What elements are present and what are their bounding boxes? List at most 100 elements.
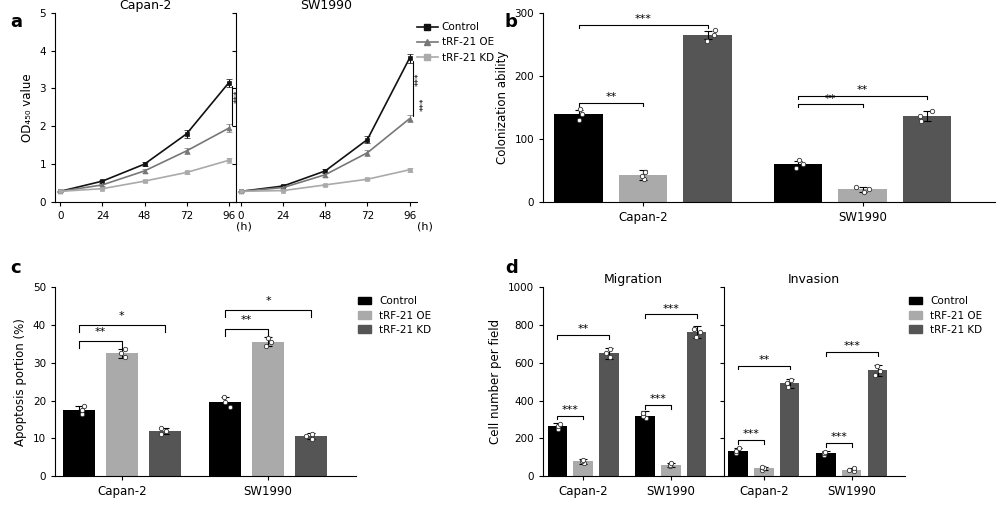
Point	[260, 334, 276, 342]
Point	[848, 183, 864, 191]
Text: **: **	[241, 315, 252, 325]
Title: Invasion: Invasion	[788, 273, 840, 286]
Point	[728, 446, 744, 455]
Point	[602, 353, 618, 361]
Bar	[149, 431, 181, 476]
Point	[795, 160, 811, 168]
Point	[76, 402, 92, 410]
Text: ***: ***	[843, 342, 860, 351]
Bar	[573, 461, 593, 476]
Point	[263, 338, 279, 346]
Y-axis label: Cell number per field: Cell number per field	[489, 319, 502, 444]
Text: ***: ***	[830, 432, 847, 442]
Point	[861, 185, 877, 194]
Text: d: d	[505, 259, 518, 276]
Point	[728, 449, 744, 457]
Bar	[728, 451, 748, 476]
Point	[153, 423, 169, 432]
Point	[872, 367, 888, 375]
Bar	[816, 454, 836, 476]
Title: SW1990: SW1990	[300, 0, 352, 12]
Text: ***: ***	[420, 98, 429, 111]
Point	[216, 393, 232, 401]
Point	[304, 430, 320, 438]
Bar	[295, 436, 327, 476]
Text: *: *	[119, 311, 125, 321]
Text: **: **	[758, 355, 769, 365]
Text: (h): (h)	[417, 222, 432, 231]
Point	[602, 346, 618, 354]
Point	[117, 353, 133, 361]
Point	[663, 459, 679, 467]
Point	[572, 104, 588, 113]
Point	[637, 167, 653, 176]
Point	[817, 447, 833, 456]
Point	[304, 435, 320, 443]
Point	[788, 164, 804, 172]
Y-axis label: Colonization ability: Colonization ability	[496, 51, 509, 164]
Point	[913, 117, 929, 125]
Text: (h): (h)	[236, 222, 252, 231]
Bar	[554, 114, 603, 202]
Point	[298, 432, 314, 440]
Bar	[868, 370, 887, 476]
Y-axis label: OD₄₅₀ value: OD₄₅₀ value	[21, 73, 34, 142]
Text: ***: ***	[239, 105, 248, 119]
Point	[598, 349, 614, 357]
Point	[688, 333, 704, 342]
Point	[636, 175, 652, 183]
Bar	[903, 116, 951, 202]
Point	[74, 410, 90, 418]
Point	[552, 419, 568, 428]
Point	[754, 463, 770, 471]
Text: **: **	[825, 94, 836, 103]
Bar	[209, 402, 241, 476]
Point	[756, 464, 772, 472]
Point	[706, 31, 722, 39]
Point	[783, 376, 799, 384]
Point	[574, 457, 590, 465]
Text: **: **	[577, 324, 589, 334]
Legend: Control, tRF-21 OE, tRF-21 KD: Control, tRF-21 OE, tRF-21 KD	[413, 18, 498, 67]
Legend: Control, tRF-21 OE, tRF-21 KD: Control, tRF-21 OE, tRF-21 KD	[354, 292, 435, 339]
Point	[576, 459, 592, 467]
Point	[217, 398, 233, 407]
Point	[846, 467, 862, 475]
Point	[638, 414, 654, 422]
Text: ***: ***	[234, 89, 243, 103]
Text: b: b	[505, 13, 518, 31]
Point	[575, 455, 591, 463]
Bar	[619, 176, 667, 202]
Text: **: **	[95, 327, 106, 337]
Point	[912, 112, 928, 120]
Point	[856, 188, 872, 196]
Text: ***: ***	[650, 394, 666, 404]
Bar	[780, 383, 799, 476]
Bar	[106, 353, 138, 476]
Point	[662, 461, 678, 469]
Point	[153, 430, 169, 438]
Point	[754, 465, 770, 474]
Title: Capan-2: Capan-2	[119, 0, 172, 12]
Text: ***: ***	[635, 14, 652, 24]
Point	[924, 106, 940, 115]
Point	[779, 379, 795, 388]
Bar	[838, 189, 887, 202]
Point	[635, 409, 651, 417]
Text: **: **	[857, 86, 868, 95]
Point	[731, 444, 747, 452]
Point	[117, 346, 133, 354]
Title: Migration: Migration	[604, 273, 663, 286]
Bar	[774, 164, 822, 202]
Text: ***: ***	[415, 72, 424, 86]
Bar	[687, 332, 706, 476]
Text: ***: ***	[662, 304, 679, 313]
Point	[635, 412, 651, 420]
Point	[222, 403, 238, 412]
Point	[634, 172, 650, 180]
Point	[791, 156, 807, 164]
Bar	[661, 465, 681, 476]
Bar	[683, 35, 732, 202]
Text: ***: ***	[562, 404, 579, 415]
Legend: Control, tRF-21 OE, tRF-21 KD: Control, tRF-21 OE, tRF-21 KD	[905, 292, 987, 339]
